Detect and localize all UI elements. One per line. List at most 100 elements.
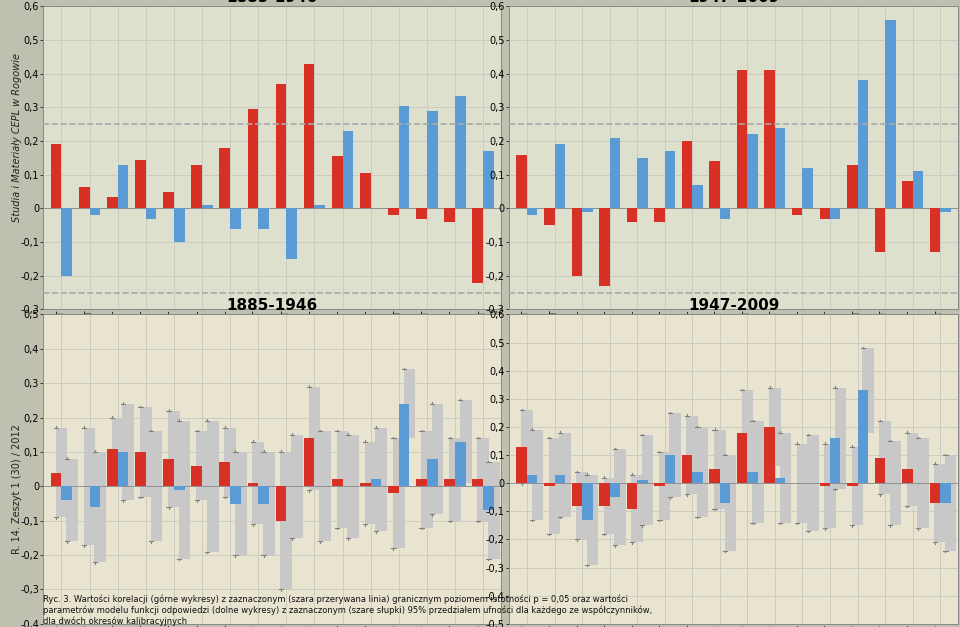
Title: 1947-2009: 1947-2009 bbox=[688, 0, 780, 5]
Bar bbox=[151, 431, 162, 541]
Bar bbox=[516, 154, 527, 208]
Bar bbox=[544, 208, 555, 225]
Bar bbox=[792, 208, 803, 215]
Bar bbox=[332, 480, 343, 487]
Bar bbox=[393, 438, 405, 548]
Bar bbox=[472, 480, 483, 487]
Bar bbox=[913, 171, 924, 208]
Bar bbox=[803, 168, 813, 208]
Bar bbox=[560, 433, 571, 517]
Bar bbox=[627, 483, 637, 508]
Bar bbox=[807, 435, 819, 531]
Bar bbox=[488, 462, 499, 559]
Bar bbox=[79, 186, 89, 208]
Bar bbox=[220, 148, 230, 208]
Title: 1885-1946: 1885-1946 bbox=[227, 298, 318, 314]
Bar bbox=[614, 450, 626, 545]
Bar bbox=[230, 487, 241, 503]
Bar bbox=[934, 463, 946, 542]
Bar bbox=[308, 387, 321, 490]
Bar bbox=[337, 431, 348, 527]
Bar bbox=[775, 478, 785, 483]
Bar bbox=[140, 408, 152, 497]
Bar bbox=[737, 70, 747, 208]
Bar bbox=[280, 452, 292, 589]
Bar bbox=[258, 487, 269, 503]
Bar bbox=[834, 387, 846, 489]
Bar bbox=[168, 411, 180, 507]
Bar bbox=[455, 95, 466, 208]
Bar bbox=[527, 475, 538, 483]
Bar bbox=[664, 455, 675, 483]
Bar bbox=[66, 459, 78, 541]
Bar bbox=[235, 452, 247, 555]
Bar bbox=[847, 165, 857, 208]
Bar bbox=[61, 208, 72, 276]
Bar bbox=[879, 421, 891, 495]
Bar bbox=[720, 483, 731, 503]
Bar bbox=[747, 134, 757, 208]
Bar bbox=[875, 458, 885, 483]
Bar bbox=[686, 416, 698, 495]
Bar bbox=[582, 483, 592, 520]
Text: Ryc. 3. Wartości korelacji (górne wykresy) z zaznaczonym (szara przerywana linia: Ryc. 3. Wartości korelacji (górne wykres… bbox=[43, 594, 653, 626]
Legend: temperatura powietrza, opady atmosferyczne, 95% przedział ufności: temperatura powietrza, opady atmosferycz… bbox=[515, 443, 960, 462]
Bar bbox=[599, 483, 610, 506]
Bar bbox=[427, 459, 438, 487]
Bar bbox=[146, 208, 156, 219]
Bar bbox=[94, 452, 107, 562]
Bar bbox=[135, 159, 146, 208]
Bar bbox=[421, 431, 433, 527]
Bar bbox=[857, 391, 868, 483]
Bar bbox=[118, 452, 129, 487]
Bar bbox=[291, 435, 303, 538]
Bar bbox=[940, 483, 950, 503]
Text: R. 14. Zeszyt 1 (30) / 2012: R. 14. Zeszyt 1 (30) / 2012 bbox=[12, 424, 22, 554]
Bar bbox=[555, 144, 565, 208]
Bar bbox=[902, 181, 913, 208]
Bar bbox=[483, 487, 493, 510]
Bar bbox=[191, 165, 202, 208]
Bar bbox=[669, 413, 681, 497]
Bar bbox=[682, 455, 692, 483]
Bar bbox=[123, 404, 134, 500]
Title: 1885-1946: 1885-1946 bbox=[227, 0, 318, 5]
Bar bbox=[709, 469, 720, 483]
Bar bbox=[587, 475, 598, 565]
Bar bbox=[432, 404, 444, 514]
Bar bbox=[610, 138, 620, 208]
Bar bbox=[599, 208, 610, 286]
Bar bbox=[320, 431, 331, 541]
Bar bbox=[862, 348, 874, 433]
Bar bbox=[692, 472, 703, 483]
Bar bbox=[747, 472, 757, 483]
Bar bbox=[388, 487, 398, 493]
Bar bbox=[682, 141, 692, 208]
Text: Studia i Materiały CEPL w Rogowie: Studia i Materiały CEPL w Rogowie bbox=[12, 53, 22, 223]
Bar bbox=[637, 158, 648, 208]
Bar bbox=[521, 410, 533, 483]
Bar bbox=[940, 208, 950, 212]
Bar bbox=[303, 63, 315, 208]
Bar bbox=[107, 197, 118, 208]
Bar bbox=[907, 433, 919, 506]
Legend: temperatura powietrza, opady atmosferyczne, 95% przedział ufności: temperatura powietrza, opady atmosferycz… bbox=[48, 443, 496, 462]
Bar bbox=[455, 441, 466, 487]
Bar bbox=[582, 208, 592, 212]
Bar bbox=[398, 404, 410, 487]
Bar bbox=[637, 480, 648, 483]
Bar bbox=[248, 483, 258, 487]
Bar bbox=[417, 208, 427, 219]
Bar bbox=[332, 156, 343, 208]
Bar bbox=[945, 455, 956, 551]
Bar bbox=[135, 452, 146, 487]
Bar bbox=[477, 438, 489, 521]
Bar bbox=[263, 452, 275, 555]
Bar bbox=[604, 478, 615, 534]
Bar bbox=[286, 208, 297, 259]
Bar bbox=[830, 438, 840, 483]
Bar bbox=[830, 208, 840, 219]
Bar bbox=[449, 438, 461, 521]
Bar bbox=[174, 208, 184, 242]
Bar bbox=[775, 127, 785, 208]
